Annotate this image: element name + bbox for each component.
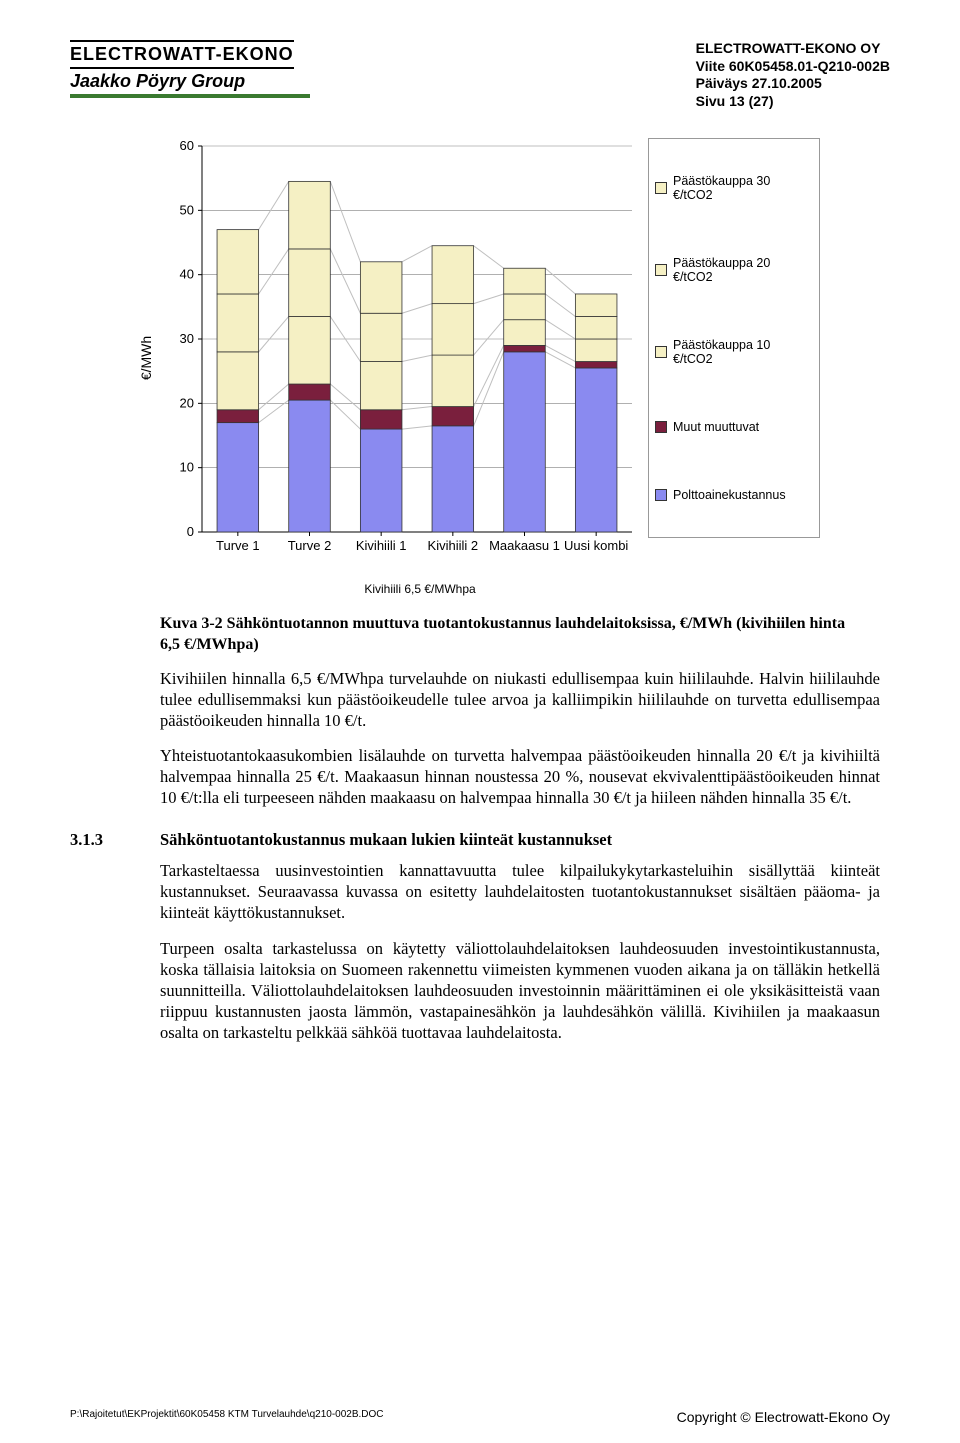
header-date: Päiväys 27.10.2005 <box>696 75 890 93</box>
logo-block: ELECTROWATT-EKONO Jaakko Pöyry Group <box>70 40 310 110</box>
legend-label: Muut muuttuvat <box>673 420 759 434</box>
legend-label: Polttoainekustannus <box>673 488 786 502</box>
footer-path: P:\Rajoitetut\EKProjektit\60K05458 KTM T… <box>70 1409 384 1425</box>
svg-text:Kivihiili 2: Kivihiili 2 <box>428 538 479 553</box>
paragraph-1: Kivihiilen hinnalla 6,5 €/MWhpa turvelau… <box>160 668 880 731</box>
chart-ylabel: €/MWh <box>138 336 154 380</box>
svg-text:50: 50 <box>180 202 194 217</box>
page-header: ELECTROWATT-EKONO Jaakko Pöyry Group ELE… <box>70 40 890 110</box>
logo-subtitle: Jaakko Pöyry Group <box>70 71 310 92</box>
svg-text:Turve 1: Turve 1 <box>216 538 260 553</box>
svg-text:Maakaasu 1: Maakaasu 1 <box>489 538 560 553</box>
chart-area: €/MWh 0102030405060Turve 1Turve 2Kivihii… <box>160 138 820 578</box>
figure-caption: Kuva 3-2 Sähköntuotannon muuttuva tuotan… <box>160 614 860 656</box>
legend-label: Päästökauppa 10 €/tCO2 <box>673 338 813 366</box>
chart-x-sublabel: Kivihiili 6,5 €/MWhpa <box>160 582 680 596</box>
logo-accent-bar <box>70 94 310 98</box>
section-heading: 3.1.3 Sähköntuotantokustannus mukaan luk… <box>70 830 890 850</box>
svg-text:Uusi kombi: Uusi kombi <box>564 538 628 553</box>
legend-item: Päästökauppa 30 €/tCO2 <box>655 174 813 202</box>
header-meta: ELECTROWATT-EKONO OY Viite 60K05458.01-Q… <box>696 40 890 110</box>
header-page: Sivu 13 (27) <box>696 93 890 111</box>
svg-text:Kivihiili 1: Kivihiili 1 <box>356 538 407 553</box>
section-title: Sähköntuotantokustannus mukaan lukien ki… <box>160 830 612 850</box>
page-footer: P:\Rajoitetut\EKProjektit\60K05458 KTM T… <box>70 1409 890 1425</box>
svg-text:60: 60 <box>180 138 194 153</box>
svg-text:30: 30 <box>180 331 194 346</box>
header-ref: Viite 60K05458.01-Q210-002B <box>696 58 890 76</box>
legend-item: Päästökauppa 10 €/tCO2 <box>655 338 813 366</box>
chart-legend: Päästökauppa 30 €/tCO2 Päästökauppa 20 €… <box>648 138 820 538</box>
legend-label: Päästökauppa 30 €/tCO2 <box>673 174 813 202</box>
svg-text:40: 40 <box>180 267 194 282</box>
section-number: 3.1.3 <box>70 830 142 850</box>
logo-title: ELECTROWATT-EKONO <box>70 40 294 69</box>
legend-item: Muut muuttuvat <box>655 420 813 434</box>
paragraph-4: Turpeen osalta tarkastelussa on käytetty… <box>160 938 880 1044</box>
legend-label: Päästökauppa 20 €/tCO2 <box>673 256 813 284</box>
paragraph-3: Tarkasteltaessa uusinvestointien kannatt… <box>160 860 880 923</box>
legend-item: Polttoainekustannus <box>655 488 813 502</box>
svg-text:0: 0 <box>187 524 194 539</box>
footer-copyright: Copyright © Electrowatt-Ekono Oy <box>677 1409 890 1425</box>
svg-text:Turve 2: Turve 2 <box>288 538 332 553</box>
paragraph-2: Yhteistuotantokaasukombien lisälauhde on… <box>160 745 880 808</box>
svg-text:10: 10 <box>180 460 194 475</box>
legend-item: Päästökauppa 20 €/tCO2 <box>655 256 813 284</box>
header-company: ELECTROWATT-EKONO OY <box>696 40 890 58</box>
svg-text:20: 20 <box>180 395 194 410</box>
